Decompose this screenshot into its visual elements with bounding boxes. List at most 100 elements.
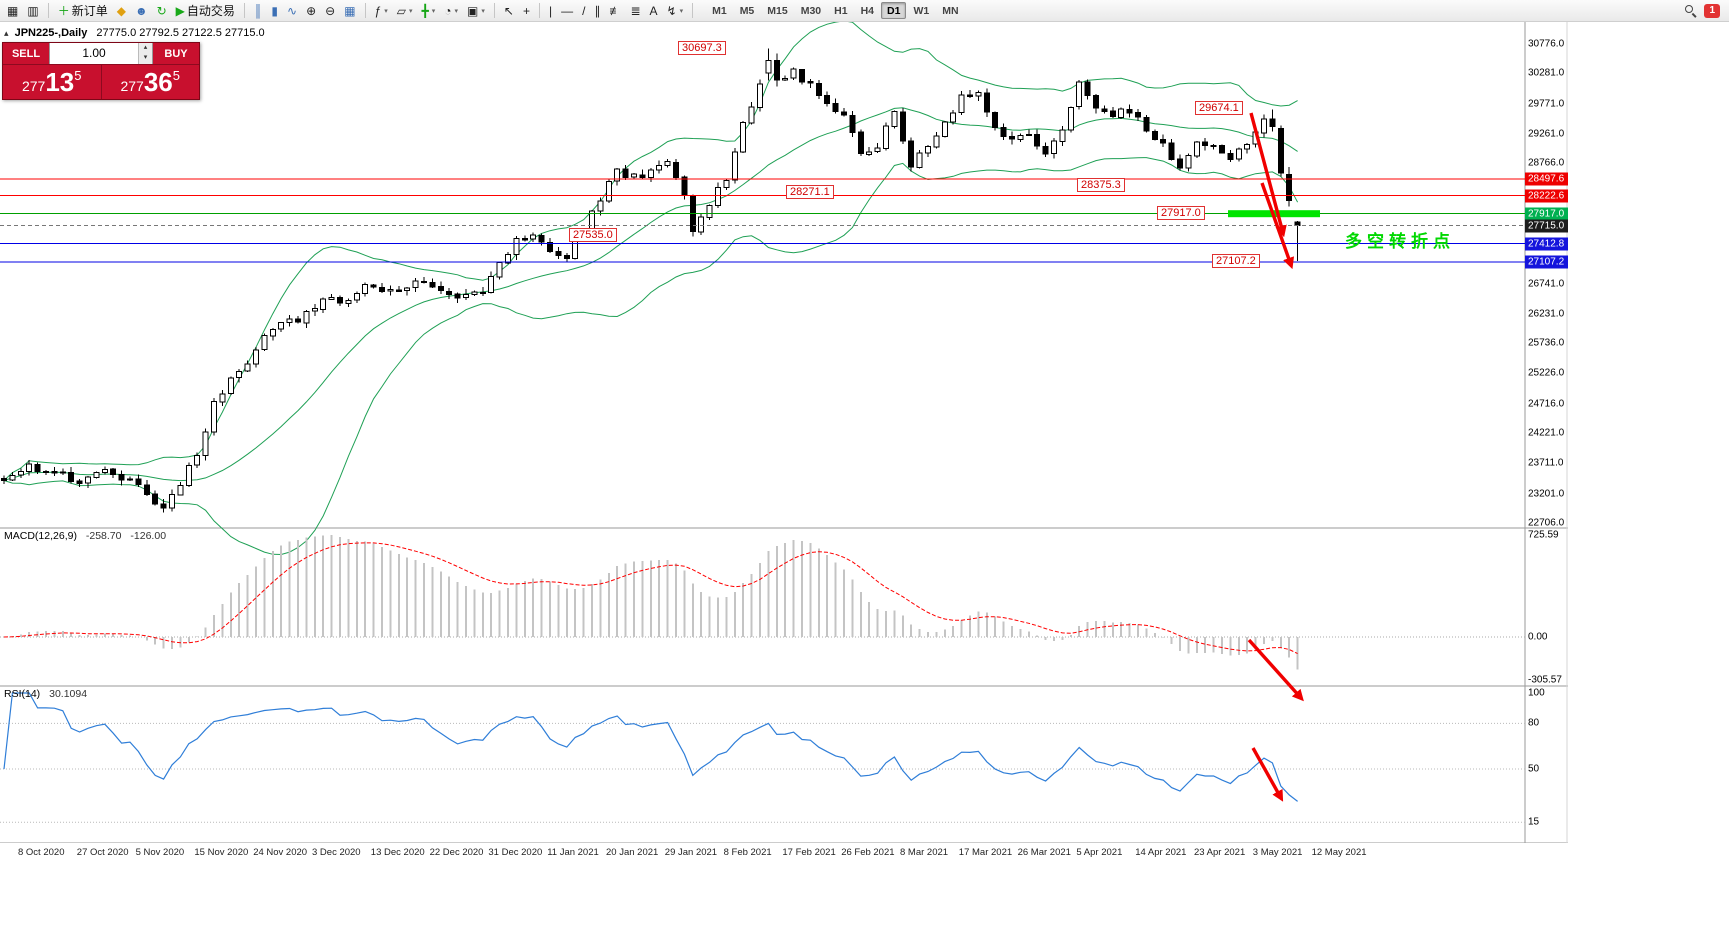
price-callout-label[interactable]: 29674.1	[1195, 101, 1243, 116]
profiles-icon[interactable]: ▦	[3, 1, 22, 20]
price-tick: 25736.0	[1528, 337, 1565, 349]
date-label: 31 Dec 2020	[488, 847, 543, 858]
community-icon[interactable]: ☻	[131, 1, 152, 20]
price-callout-label[interactable]: 30697.3	[678, 40, 726, 55]
chevron-down-icon[interactable]: ▾	[454, 7, 459, 15]
indicators-icon[interactable]: ƒ ▾	[371, 1, 392, 20]
price-axis[interactable]: 30776.0 30281.0 29771.0 29261.0 28766.0 26741…	[1525, 22, 1568, 860]
price-tick: 25226.0	[1528, 367, 1565, 379]
arrows-tool-icon[interactable]: ↯ ▾	[663, 1, 688, 20]
timeframe-d1[interactable]: D1	[881, 2, 907, 19]
trendline-icon[interactable]: /	[578, 1, 589, 20]
timeframe-m15[interactable]: M15	[761, 2, 793, 19]
candle	[748, 106, 755, 124]
price-callout-label[interactable]: 27107.2	[1212, 253, 1260, 268]
vertical-line-icon[interactable]: |	[545, 1, 556, 20]
candle	[505, 254, 511, 264]
crosshair-icon[interactable]: +	[519, 1, 534, 20]
timeframe-group: M1 M5 M15 M30 H1 H4 D1 W1 MN	[706, 2, 964, 19]
chevron-down-icon[interactable]: ▾	[409, 7, 413, 15]
red-down-arrow[interactable]	[1249, 112, 1287, 238]
timeframe-w1[interactable]: W1	[907, 2, 935, 19]
price-digits-big: 13	[45, 67, 75, 97]
templates-icon: ▣	[467, 3, 479, 18]
chevron-down-icon[interactable]: ▾	[384, 7, 388, 15]
candlestick-chart-icon[interactable]: ▮	[267, 1, 282, 20]
price-tick: 30281.0	[1528, 67, 1565, 79]
tile-windows-icon[interactable]: ▦	[340, 1, 359, 20]
candle	[337, 297, 343, 304]
red-down-arrow[interactable]	[1260, 182, 1295, 270]
data-window-icon[interactable]: ▥	[23, 1, 42, 20]
timeframe-m5[interactable]: M5	[734, 2, 761, 19]
line-chart-icon[interactable]: ∿	[283, 1, 301, 20]
candle	[1000, 126, 1007, 137]
candle	[185, 464, 192, 487]
volume-value[interactable]: 1.00	[82, 46, 106, 60]
red-down-arrow[interactable]	[1247, 638, 1304, 702]
date-label: 5 Apr 2021	[1076, 847, 1123, 858]
ohlc-bars-icon[interactable]: ║	[250, 1, 267, 20]
buy-price-button[interactable]: 277 36 5	[100, 65, 199, 99]
candle	[1025, 134, 1032, 137]
objects-list-icon[interactable]: ▱ ▾	[393, 1, 417, 20]
price-callout-label[interactable]: 28271.1	[786, 184, 834, 199]
text-tool-icon[interactable]: A	[646, 1, 662, 20]
candle	[1168, 142, 1175, 161]
date-label: 17 Mar 2021	[958, 847, 1013, 858]
timeframe-m1[interactable]: M1	[706, 2, 733, 19]
templates-icon[interactable]: ▣ ▾	[463, 1, 489, 20]
volume-up-arrow[interactable]: ▴	[143, 44, 148, 51]
fibonacci-icon[interactable]: ≢	[605, 1, 625, 20]
red-down-arrow[interactable]	[1251, 747, 1284, 802]
favorites-icon[interactable]: ◆	[113, 1, 130, 20]
auto-trading-button-label: 自动交易	[186, 4, 235, 18]
chevron-down-icon[interactable]: ▾	[431, 7, 436, 15]
shapes-icon[interactable]: ≣	[626, 1, 644, 20]
periods-icon[interactable]: ◔ ▾	[440, 1, 462, 20]
candle	[446, 290, 453, 296]
new-chart-icon[interactable]: ╋ ▾	[418, 1, 440, 20]
candle	[286, 318, 293, 324]
chevron-down-icon[interactable]: ▾	[481, 7, 485, 15]
timeframe-h4[interactable]: H4	[855, 2, 880, 19]
auto-trading-button[interactable]: ▶ 自动交易	[172, 1, 239, 20]
candle	[967, 94, 973, 97]
cursor-icon[interactable]: ↖	[500, 1, 518, 20]
one-click-panel-toggle[interactable]: ▴	[4, 28, 9, 38]
candle	[160, 503, 167, 509]
date-label: 11 Jan 2021	[547, 847, 599, 858]
sell-price-button[interactable]: 277 13 5	[3, 65, 101, 99]
trade-panel-price-row: 277 13 5 277 36 5	[3, 64, 199, 99]
volume-input[interactable]: 1.00 ▴ ▾	[49, 43, 153, 64]
rsi-tick: 100	[1528, 687, 1545, 699]
timeframe-mn[interactable]: MN	[936, 2, 964, 19]
price-callout-label[interactable]: 27535.0	[569, 228, 617, 243]
volume-spinner[interactable]: ▴ ▾	[138, 43, 152, 64]
chart-canvas[interactable]	[0, 22, 1568, 860]
search-button[interactable]	[1679, 1, 1699, 20]
timeframe-h1[interactable]: H1	[828, 2, 853, 19]
horizontal-line-icon[interactable]: —	[557, 1, 577, 20]
new-order-button[interactable]: ＋新订单	[54, 1, 112, 20]
candle	[202, 431, 209, 457]
chevron-down-icon[interactable]: ▾	[679, 7, 684, 15]
candle	[85, 476, 91, 484]
price-callout-label[interactable]: 27917.0	[1157, 205, 1205, 220]
notifications-badge[interactable]: 1	[1704, 3, 1720, 18]
zoom-out-icon[interactable]: ⊖	[321, 1, 339, 20]
chart-annotation-text[interactable]: 多空转折点	[1345, 232, 1455, 251]
channel-icon[interactable]: ∥	[590, 1, 604, 20]
buy-button[interactable]: BUY	[153, 43, 199, 64]
price-digits-base: 277	[120, 78, 144, 94]
price-callout-label[interactable]: 28375.3	[1077, 178, 1125, 193]
price-axis-tag: 27412.8	[1525, 237, 1568, 251]
macd-signal-value: -126.00	[130, 530, 167, 542]
timeframe-m30[interactable]: M30	[795, 2, 827, 19]
price-digits-sup: 5	[172, 68, 180, 83]
date-axis[interactable]: 8 Oct 2020 27 Oct 2020 5 Nov 2020 15 Nov 20…	[0, 843, 1568, 860]
sell-button[interactable]: SELL	[3, 43, 49, 64]
refresh-icon[interactable]: ↻	[153, 1, 171, 20]
volume-down-arrow[interactable]: ▾	[143, 54, 148, 61]
zoom-in-icon[interactable]: ⊕	[302, 1, 320, 20]
